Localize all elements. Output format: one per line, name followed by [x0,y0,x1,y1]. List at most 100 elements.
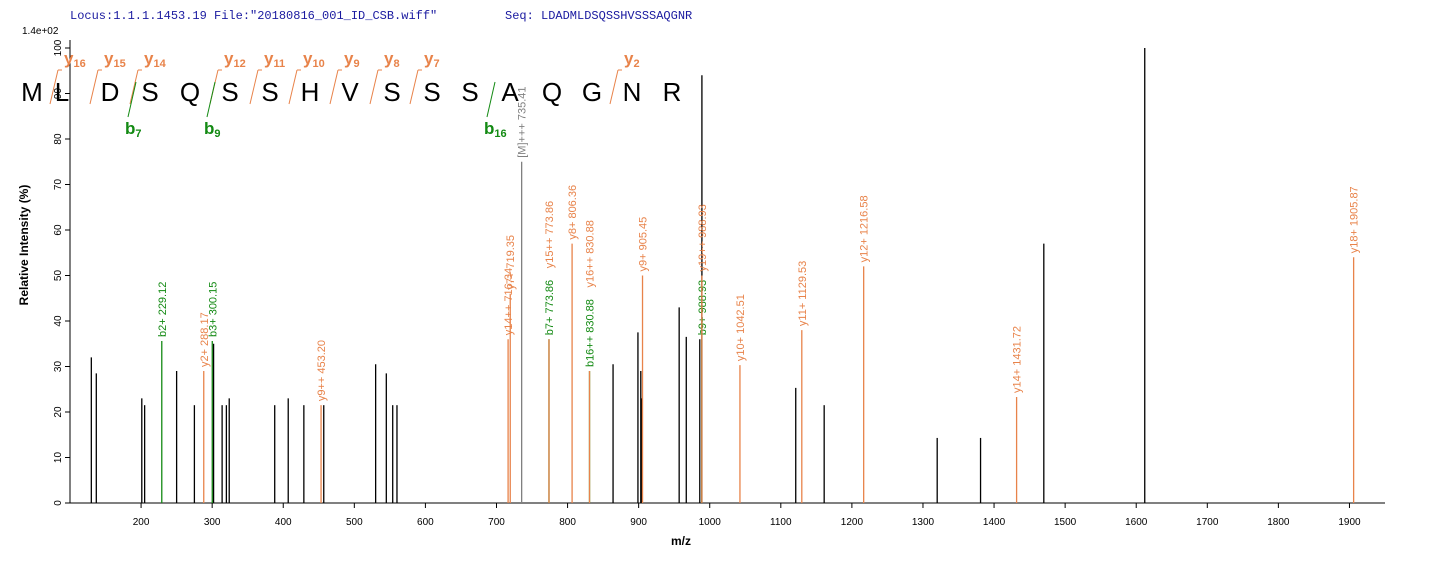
x-tick-label: 800 [559,517,576,528]
y-ion-letter: y [64,49,74,68]
b-ion-label: b16 [484,119,507,140]
y-ion-label: y12 [224,49,246,70]
y-ion-letter: y [224,49,234,68]
b-ion-bracket [127,81,137,118]
x-tick-label: 1400 [983,517,1006,528]
b-ion-bracket [486,81,496,118]
y-ion-number: 10 [312,58,324,70]
peak-label: b9+ 988.93 [697,280,709,335]
x-tick-label: 700 [488,517,505,528]
peak-label: [M]+++ 735.41 [517,87,529,158]
sequence-header: Seq: LDADMLDSQSSHVSSSAQGNR [505,9,692,23]
sequence-letter: S [221,77,238,107]
y-ion-letter: y [104,49,114,68]
sequence-letter: H [301,77,320,107]
y-ion-bracket [209,69,222,105]
y-axis-title: Relative Intensity (%) [17,185,31,306]
y-ion-number: 9 [353,58,359,70]
x-tick-label: 400 [275,517,292,528]
x-tick-label: 300 [204,517,221,528]
sequence-letter: S [461,77,478,107]
y-ion-label: y14 [144,49,167,70]
sequence-letter: Q [542,77,562,107]
b-ion-letter: b [204,119,214,138]
y-tick-label: 20 [53,406,64,418]
sequence-letter: D [101,77,120,107]
peak-label: y10+ 1042.51 [735,294,747,361]
peak-label: y14++ 716.34 [503,268,515,335]
y-tick-label: 0 [53,500,64,506]
y-tick-label: 50 [53,270,64,282]
x-tick-label: 1800 [1267,517,1290,528]
y-tick-label: 60 [53,224,64,236]
peak-label: b16++ 830.88 [585,299,597,367]
b-ion-letter: b [125,119,135,138]
y-tick-label: 30 [53,361,64,373]
b-ion-number: 7 [135,128,141,140]
y-tick-label: 100 [53,39,64,56]
x-tick-label: 1700 [1196,517,1219,528]
y-ion-label: y10 [303,49,325,70]
b-ion-label: b9 [204,119,221,140]
y-tick-label: 80 [53,133,64,145]
peak-label: y14+ 1431.72 [1012,326,1024,393]
y-tick-label: 40 [53,315,64,327]
scale-label: 1.4e+02 [22,26,59,37]
y-ion-bracket [89,69,102,105]
y-ion-number: 7 [433,58,439,70]
peak-label: y15++ 773.86 [544,201,556,268]
x-tick-label: 1100 [770,517,792,528]
x-tick-label: 600 [417,517,434,528]
y-ion-label: y15 [104,49,126,70]
sequence-letter: R [663,77,682,107]
y-ion-bracket [129,69,142,105]
y-ion-letter: y [264,49,274,68]
x-tick-label: 1200 [841,517,864,528]
b-ion-number: 9 [214,128,220,140]
peak-label: y16++ 830.88 [585,220,597,287]
b-ion-label: b7 [125,119,142,140]
y-ion-label: y7 [424,49,440,70]
x-tick-label: 1900 [1338,517,1361,528]
x-axis-title: m/z [671,534,691,548]
y-ion-label: y9 [344,49,360,70]
peak-label: b2+ 229.12 [157,282,169,337]
y-ion-bracket [609,69,622,105]
x-tick-label: 1600 [1125,517,1148,528]
y-ion-letter: y [303,49,313,68]
peak-label: y11+ 1129.53 [797,261,809,326]
y-ion-label: y8 [384,49,400,70]
y-ion-bracket [249,69,262,105]
sequence-letter: G [582,77,602,107]
sequence-letter: M [21,77,43,107]
peak-label: b7+ 773.86 [544,280,556,335]
sequence-letter: V [341,77,359,107]
y-ion-label: y11 [264,49,285,70]
y-tick-label: 70 [53,179,64,191]
y-ion-number: 11 [273,58,285,70]
y-ion-letter: y [624,49,634,68]
peak-label: y9+ 905.45 [638,217,650,272]
peak-label: y8+ 806.36 [567,185,579,240]
b-ion-number: 16 [494,128,506,140]
sequence-letter: N [623,77,642,107]
y-ion-label: y2 [624,49,640,70]
peak-label: y12+ 1216.58 [859,195,871,262]
y-ion-bracket [409,69,422,105]
y-ion-letter: y [384,49,394,68]
y-ion-bracket [329,69,342,105]
x-tick-label: 900 [630,517,647,528]
b-ion-letter: b [484,119,494,138]
y-ion-letter: y [344,49,354,68]
locus-header: Locus:1.1.1.1453.19 File:"20180816_001_I… [70,9,437,23]
y-ion-letter: y [144,49,154,68]
b-ion-bracket [206,81,216,118]
peak-label: y7+ 719.35 [505,235,517,290]
sequence-letter: Q [180,77,200,107]
y-ion-number: 8 [393,58,399,70]
y-ion-number: 14 [153,58,166,70]
y-ion-bracket [49,69,62,105]
x-tick-label: 1000 [699,517,722,528]
sequence-letter: A [501,77,519,107]
